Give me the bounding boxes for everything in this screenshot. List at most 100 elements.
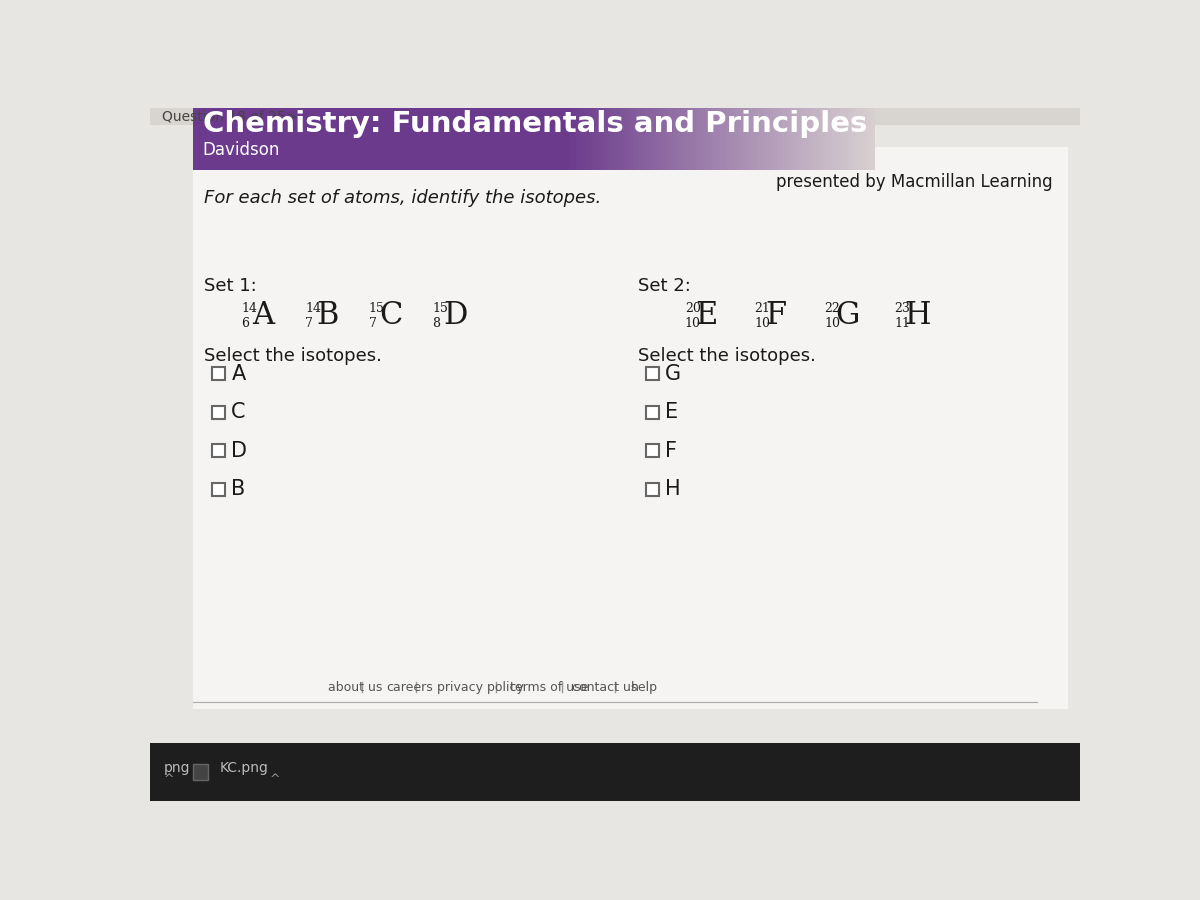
Text: 20: 20 <box>685 302 701 315</box>
Bar <box>751 96 755 169</box>
Text: E: E <box>665 402 678 422</box>
Bar <box>572 96 577 169</box>
Bar <box>836 96 840 169</box>
Text: D: D <box>232 441 247 461</box>
Bar <box>778 96 782 169</box>
Bar <box>607 96 612 169</box>
Bar <box>739 96 744 169</box>
Text: 10: 10 <box>755 317 770 330</box>
Bar <box>696 96 701 169</box>
Bar <box>781 96 786 169</box>
Bar <box>646 482 659 496</box>
Bar <box>704 96 709 169</box>
Bar <box>793 96 798 169</box>
Bar <box>712 96 716 169</box>
Bar <box>635 96 640 169</box>
Text: Question 18 of 25: Question 18 of 25 <box>162 110 286 123</box>
Text: 14: 14 <box>305 302 322 315</box>
Bar <box>619 96 624 169</box>
Bar <box>863 96 868 169</box>
Bar <box>212 444 226 457</box>
Bar <box>746 96 751 169</box>
Bar <box>658 96 662 169</box>
Bar <box>580 96 584 169</box>
Bar <box>212 482 226 496</box>
Text: Set 2:: Set 2: <box>638 277 691 295</box>
Bar <box>150 743 1080 801</box>
Text: G: G <box>835 301 859 331</box>
Bar <box>856 96 860 169</box>
Bar <box>638 96 643 169</box>
Bar <box>790 96 794 169</box>
Bar <box>720 96 725 169</box>
Text: Chemistry: Fundamentals and Principles: Chemistry: Fundamentals and Principles <box>203 111 868 139</box>
Bar <box>715 96 720 169</box>
Bar <box>595 96 600 169</box>
Bar <box>832 96 836 169</box>
Text: png: png <box>164 761 191 775</box>
Bar <box>630 96 635 169</box>
Text: G: G <box>665 364 682 383</box>
Text: C: C <box>232 402 246 422</box>
Bar <box>701 96 704 169</box>
Bar <box>824 96 829 169</box>
Text: Davidson: Davidson <box>203 140 280 158</box>
Bar <box>802 96 805 169</box>
Text: 21: 21 <box>755 302 770 315</box>
Bar <box>646 406 659 419</box>
Bar <box>840 96 845 169</box>
Bar <box>797 96 802 169</box>
Text: ^: ^ <box>164 773 174 787</box>
Text: 6: 6 <box>241 317 250 330</box>
Text: terms of use: terms of use <box>510 680 589 694</box>
Bar <box>193 96 781 169</box>
Bar <box>654 96 659 169</box>
Bar <box>592 96 596 169</box>
Bar <box>646 367 659 380</box>
Bar <box>677 96 682 169</box>
Text: 15: 15 <box>432 302 448 315</box>
Bar <box>844 96 848 169</box>
Text: 11: 11 <box>894 317 910 330</box>
Text: 8: 8 <box>432 317 440 330</box>
Bar <box>821 96 826 169</box>
Bar <box>743 96 748 169</box>
Text: 7: 7 <box>305 317 313 330</box>
Text: 14: 14 <box>241 302 258 315</box>
Bar <box>816 96 821 169</box>
Text: ^: ^ <box>270 773 281 787</box>
Text: privacy policy: privacy policy <box>437 680 523 694</box>
Text: 15: 15 <box>368 302 384 315</box>
Bar <box>689 96 694 169</box>
Text: KC.png: KC.png <box>220 761 269 775</box>
Bar <box>692 96 697 169</box>
Text: about us: about us <box>329 680 383 694</box>
Bar <box>576 96 581 169</box>
Bar <box>673 96 678 169</box>
Text: help: help <box>630 680 658 694</box>
Text: B: B <box>316 301 338 331</box>
Text: A: A <box>252 301 275 331</box>
Bar <box>611 96 616 169</box>
Bar <box>670 96 674 169</box>
Text: H: H <box>665 479 682 500</box>
Text: contact us: contact us <box>572 680 637 694</box>
Bar <box>584 96 589 169</box>
Bar <box>786 96 790 169</box>
Bar <box>859 96 864 169</box>
Bar <box>762 96 767 169</box>
Text: D: D <box>443 301 467 331</box>
Text: careers: careers <box>386 680 433 694</box>
Text: F: F <box>766 301 786 331</box>
Bar <box>626 96 631 169</box>
Bar <box>212 367 226 380</box>
Text: H: H <box>905 301 931 331</box>
Bar <box>193 764 208 779</box>
Bar <box>565 96 569 169</box>
Bar <box>736 96 739 169</box>
Bar <box>623 96 628 169</box>
Bar <box>866 96 871 169</box>
Bar <box>851 96 856 169</box>
Bar <box>809 96 814 169</box>
Bar <box>661 96 666 169</box>
